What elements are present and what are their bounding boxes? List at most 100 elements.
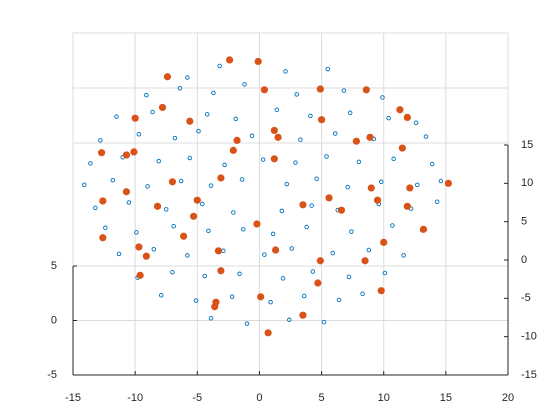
x-tick-label: 10	[378, 392, 390, 404]
point	[237, 271, 242, 277]
point	[321, 319, 327, 325]
point	[231, 210, 236, 215]
point	[244, 321, 250, 326]
point	[217, 174, 225, 182]
point	[211, 303, 219, 311]
point	[332, 131, 338, 136]
point	[314, 176, 319, 181]
point	[150, 109, 155, 115]
y2-tick-label: -5	[521, 292, 531, 304]
point	[401, 253, 406, 258]
point	[260, 86, 268, 94]
point	[434, 199, 440, 204]
x-tick-label: 15	[440, 392, 452, 404]
point	[378, 179, 384, 185]
y-tick-label: 0	[51, 314, 57, 326]
point	[390, 223, 395, 228]
point	[356, 159, 362, 165]
point	[178, 178, 184, 184]
point	[171, 224, 176, 229]
point	[249, 133, 255, 139]
point	[110, 178, 116, 183]
point	[271, 246, 280, 254]
point	[398, 144, 406, 152]
top-axes-box	[72, 32, 509, 376]
point	[438, 178, 444, 184]
point	[135, 243, 143, 251]
point	[156, 158, 162, 164]
point	[377, 287, 385, 295]
y2-tick-label: 5	[521, 216, 527, 228]
point	[262, 252, 267, 257]
point	[429, 161, 435, 167]
point	[193, 196, 201, 204]
point	[239, 177, 245, 182]
point	[241, 227, 246, 232]
point	[99, 234, 107, 242]
point	[316, 85, 324, 93]
point	[214, 247, 223, 255]
point	[257, 293, 265, 301]
point	[391, 156, 396, 162]
point	[337, 206, 346, 214]
point	[200, 201, 205, 207]
point	[103, 225, 108, 231]
point	[346, 274, 352, 280]
point	[122, 151, 131, 159]
x-tick-label: -10	[127, 392, 143, 404]
point	[403, 202, 411, 210]
point	[208, 183, 214, 188]
point	[193, 298, 199, 303]
point	[362, 86, 370, 94]
point	[158, 103, 167, 112]
point	[284, 181, 290, 187]
point	[308, 113, 313, 119]
point	[268, 299, 273, 305]
y2-tick-label: 10	[521, 177, 533, 189]
point	[163, 207, 169, 212]
point	[185, 75, 190, 80]
point	[142, 252, 150, 260]
point	[406, 184, 414, 192]
point	[126, 200, 132, 205]
point	[229, 294, 235, 300]
point	[204, 112, 210, 117]
point	[403, 113, 411, 121]
point	[233, 136, 241, 144]
point	[373, 196, 382, 204]
point	[260, 157, 266, 162]
point	[163, 73, 172, 81]
point	[347, 110, 353, 116]
point	[293, 160, 298, 165]
point	[396, 106, 404, 114]
point	[233, 116, 239, 122]
point	[367, 184, 375, 192]
point	[93, 205, 98, 211]
point	[202, 273, 207, 279]
point	[299, 201, 307, 209]
point	[380, 238, 388, 246]
point	[151, 247, 157, 252]
point	[298, 137, 303, 142]
point	[226, 56, 234, 64]
point	[185, 253, 190, 258]
x-tick-label: -15	[65, 392, 81, 404]
y2-tick-label: 0	[521, 254, 527, 266]
point	[134, 230, 139, 235]
point	[186, 117, 194, 125]
y-tick-label: 5	[51, 260, 57, 272]
x-tick-label: 5	[319, 392, 325, 404]
point	[81, 182, 87, 188]
point	[330, 250, 336, 256]
point	[88, 161, 93, 166]
point	[222, 162, 227, 168]
y2-tick-label: 15	[521, 139, 533, 151]
point	[386, 115, 391, 121]
point	[172, 135, 178, 141]
point	[145, 184, 150, 189]
point	[196, 128, 201, 134]
point	[361, 257, 369, 265]
point	[309, 203, 314, 208]
point	[229, 146, 237, 154]
